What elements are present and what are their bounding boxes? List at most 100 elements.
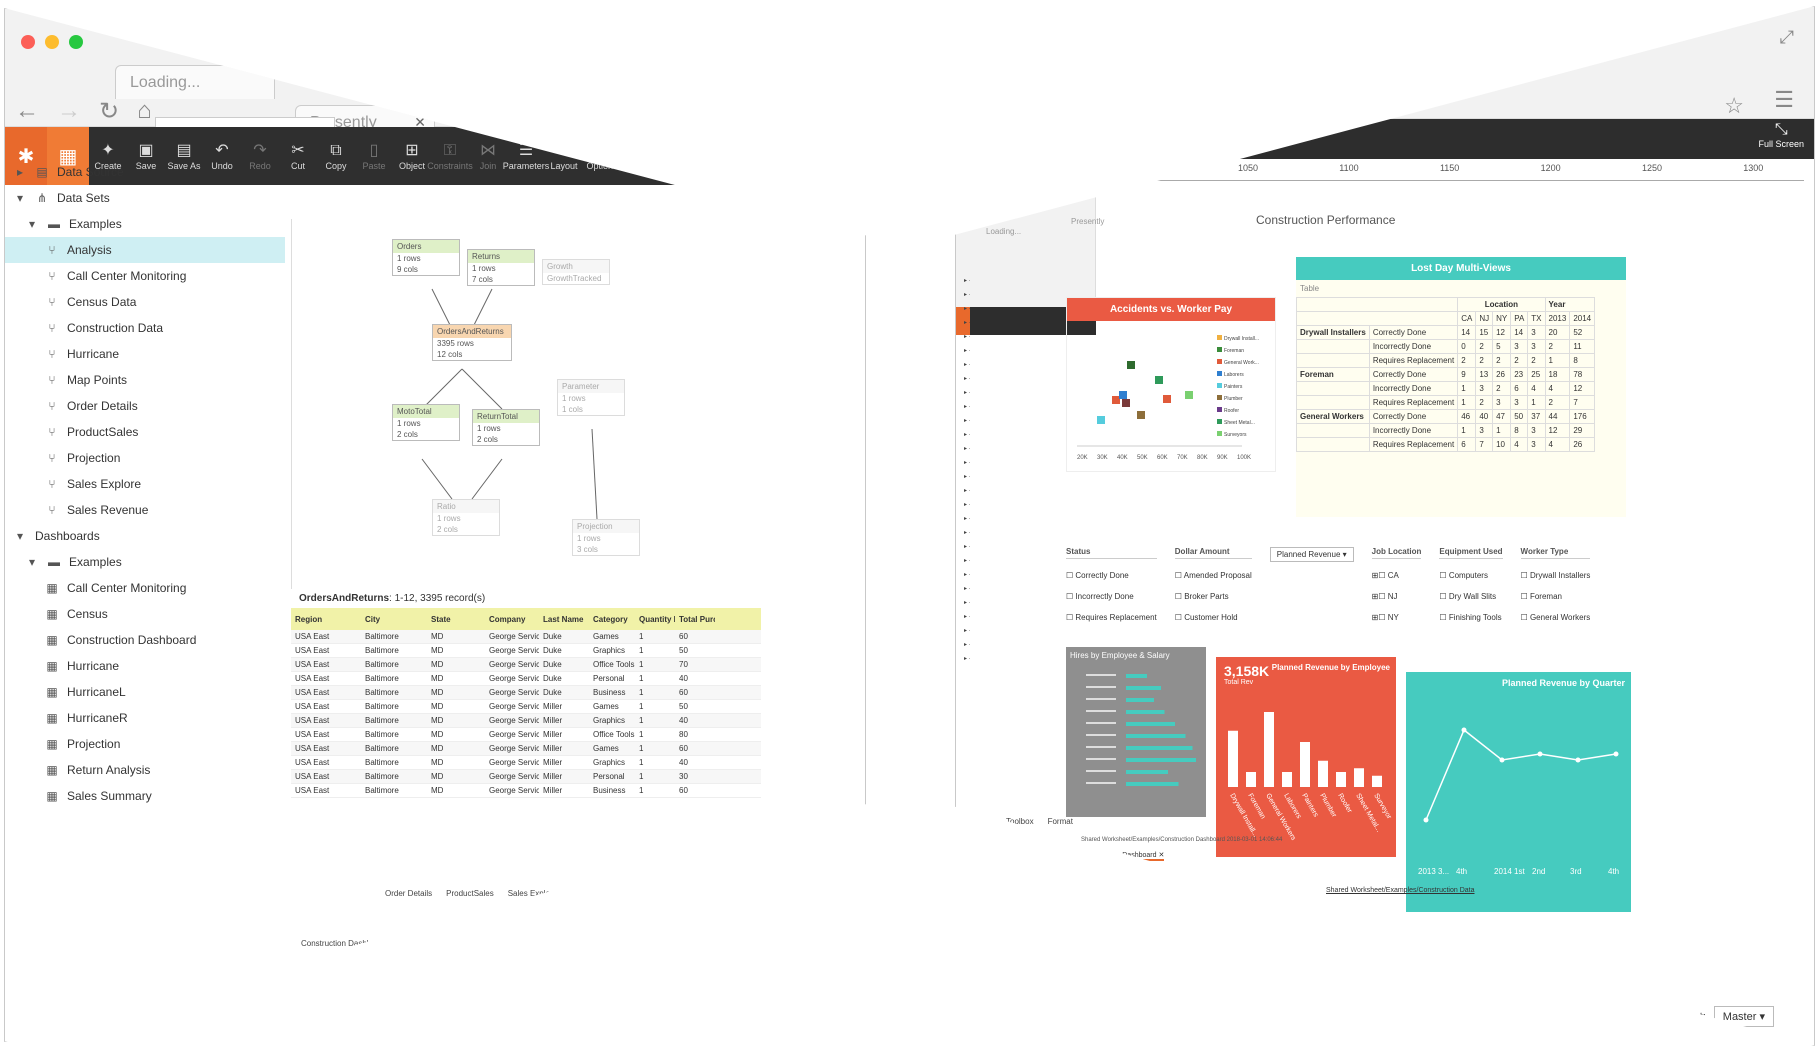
save-button[interactable]: ▣ Save — [127, 141, 165, 171]
tree-item-construction-data[interactable]: ⑂ Construction Data — [5, 315, 285, 341]
table-row[interactable]: USA East Baltimore MD George Services Miller… — [291, 728, 761, 742]
forward-arrow-icon[interactable]: → — [57, 97, 81, 124]
expand-icon[interactable]: ⤢ — [1779, 27, 1794, 47]
nested-tree-row[interactable]: ▸ · — [964, 558, 971, 564]
dollar-option[interactable]: ☐ Customer Hold — [1174, 613, 1238, 622]
table-row[interactable]: USA East Baltimore MD George Services Miller… — [291, 742, 761, 756]
nested-tree-row[interactable]: ▸ · — [964, 460, 971, 466]
grid-column-header[interactable]: Region — [295, 614, 323, 624]
nested-tree-row[interactable]: ▸ · — [964, 404, 971, 410]
status-option[interactable]: ☐ Correctly Done — [1066, 571, 1129, 580]
tree-item-sales-revenue[interactable]: ⑂ Sales Revenue — [5, 497, 285, 523]
worksheet-tab[interactable]: ProductSales — [446, 889, 494, 898]
block-mototal[interactable]: MotoTotal 1 rows 2 cols — [392, 404, 460, 441]
grid-column-header[interactable]: Last Name — [543, 614, 584, 624]
constraints-button[interactable]: ⚿ Constraints — [427, 141, 473, 171]
block-ratio[interactable]: Ratio 1 rows 2 cols — [432, 499, 500, 536]
nested-tab-loading[interactable]: Loading... — [986, 227, 1022, 236]
location-option[interactable]: ⊞☐ NJ — [1371, 592, 1398, 601]
nested-tree-row[interactable]: ▸ · — [964, 572, 971, 578]
close-tab-icon[interactable]: ✕ — [414, 114, 426, 130]
block-orders-and-returns[interactable]: OrdersAndReturns 3395 rows 12 cols — [432, 324, 512, 361]
worker-option[interactable]: ☐ Drywall Installers — [1520, 571, 1591, 580]
tree-dashboard-return-analysis[interactable]: ▦ Return Analysis — [5, 757, 285, 783]
nested-tree-row[interactable]: ▸ · — [964, 278, 971, 284]
nested-tree-row[interactable]: ▸ · — [964, 502, 971, 508]
table-row[interactable]: USA East Baltimore MD George Services Miller… — [291, 700, 761, 714]
nested-tree-row[interactable]: ▸ · — [964, 306, 971, 312]
block-returns[interactable]: Returns 1 rows 7 cols — [467, 249, 535, 286]
grid-column-header[interactable]: Quantity Purchased — [639, 614, 675, 624]
nested-tree-row[interactable]: ▸ · — [964, 642, 971, 648]
maximize-window-icon[interactable] — [69, 35, 83, 49]
collapse-arrow-icon[interactable]: ▾ — [16, 191, 24, 205]
layout-select[interactable]: Master ▾ — [1713, 1006, 1774, 1027]
save-as-button[interactable]: ▤ Save As — [165, 141, 203, 171]
table-row[interactable]: USA East Baltimore MD George Services Duke Ga… — [291, 630, 761, 644]
tree-item-analysis[interactable]: ⑂ Analysis — [5, 237, 285, 263]
nested-tree-row[interactable]: ▸ · — [964, 600, 971, 606]
hires-by-employee-card[interactable]: Hires by Employee & Salary — [1066, 647, 1206, 817]
tree-item-projection[interactable]: ⑂ Projection — [5, 445, 285, 471]
grid-column-header[interactable]: Category — [593, 614, 628, 624]
worksheet-tab[interactable]: Sales Revenue — [571, 889, 626, 898]
tree-item-order-details[interactable]: ⑂ Order Details — [5, 393, 285, 419]
tree-item-productsales[interactable]: ⑂ ProductSales — [5, 419, 285, 445]
equipment-option[interactable]: ☐ Dry Wall Slits — [1439, 592, 1497, 601]
nested-tree-row[interactable]: ▸ · — [964, 390, 971, 396]
worksheet-tab[interactable]: Construction Dashboard — [301, 939, 388, 948]
nested-tree-row[interactable]: ▸ · — [964, 530, 971, 536]
nested-tree-row[interactable]: ▸ · — [964, 432, 971, 438]
layout-button[interactable]: ◁ Layout — [545, 141, 583, 171]
block-return-total[interactable]: ReturnTotal 1 rows 2 cols — [472, 409, 540, 446]
accidents-vs-worker-pay-card[interactable]: Accidents vs. Worker Pay 20K 30K 40K 50K 60K… — [1066, 297, 1276, 472]
worksheet-tab[interactable]: Order Details — [385, 889, 433, 898]
table-row[interactable]: USA East Baltimore MD George Services Duke Of… — [291, 658, 761, 672]
tree-dashboard-sales-summary[interactable]: ▦ Sales Summary — [5, 783, 285, 809]
cut-button[interactable]: ✂ Cut — [279, 141, 317, 171]
tree-item-call-center[interactable]: ⑂ Call Center Monitoring — [5, 263, 285, 289]
browser-tab-loading[interactable]: Loading... — [115, 65, 275, 99]
worksheet-tab[interactable]: Toolbox — [1006, 817, 1034, 826]
star-icon[interactable]: ☆ — [1724, 93, 1744, 118]
location-option[interactable]: ⊞☐ NY — [1371, 613, 1399, 622]
tree-dashboards[interactable]: ▾ Dashboards — [5, 523, 285, 549]
planned-revenue-by-employee-card[interactable]: 3,158K Total Rev Planned Revenue by Empl… — [1216, 657, 1396, 857]
block-growth[interactable]: Growth GrowthTracked — [542, 259, 610, 285]
parameters-button[interactable]: ☰ Parameters — [503, 141, 550, 171]
close-window-icon[interactable] — [21, 35, 35, 49]
app-logo-icon[interactable]: ✱ — [5, 127, 47, 185]
nested-tree-row[interactable]: ▸ · — [964, 362, 971, 368]
table-row[interactable]: USA East Baltimore MD George Services Duke Pe… — [291, 672, 761, 686]
nested-tree-row[interactable]: ▸ · — [964, 446, 971, 452]
dollar-option[interactable]: ☐ Amended Proposal — [1174, 571, 1252, 580]
table-row[interactable]: USA East Baltimore MD George Services Duke Gr… — [291, 644, 761, 658]
planned-revenue-by-quarter-card[interactable]: Planned Revenue by Quarter 2013 3... 4th 2… — [1406, 672, 1631, 912]
table-row[interactable]: USA East Baltimore MD George Services Miller… — [291, 784, 761, 798]
nested-tree-row[interactable]: ▸ · — [964, 516, 971, 522]
table-row[interactable]: USA East Baltimore MD George Services Miller… — [291, 756, 761, 770]
nested-tree-row[interactable]: ▸ · — [964, 334, 971, 340]
paste-button[interactable]: ▯ Paste — [355, 141, 393, 171]
tree-examples-folder[interactable]: ▾ ▬ Examples — [5, 211, 285, 237]
tree-dashboard-construction[interactable]: ▦ Construction Dashboard — [5, 627, 285, 653]
table-row[interactable]: USA East Baltimore MD George Services Miller… — [291, 714, 761, 728]
tree-item-map-points[interactable]: ⑂ Map Points — [5, 367, 285, 393]
grid-column-header[interactable]: Total Purchases — [679, 614, 715, 624]
tree-item-hurricane[interactable]: ⑂ Hurricane — [5, 341, 285, 367]
tree-dashboard-hurricane[interactable]: ▦ Hurricane — [5, 653, 285, 679]
worksheet-tab[interactable]: Census Data — [639, 889, 686, 898]
back-arrow-icon[interactable]: ← — [15, 97, 39, 124]
tree-data-source[interactable]: ▸ ▤ Data Source — [5, 159, 285, 185]
nested-tree-row[interactable]: ▸ · — [964, 320, 971, 326]
tree-dashboard-call-center[interactable]: ▦ Call Center Monitoring — [5, 575, 285, 601]
grid-column-header[interactable]: City — [365, 614, 381, 624]
nested-tree-row[interactable]: ▸ · — [964, 488, 971, 494]
options-button[interactable]: ⚙ Options — [583, 141, 621, 171]
minimize-window-icon[interactable] — [45, 35, 59, 49]
data-block-canvas[interactable]: Orders 1 rows 9 cols Returns 1 rows 7 co… — [291, 219, 761, 589]
dollar-option[interactable]: ☐ Broker Parts — [1174, 592, 1229, 601]
tree-dashboard-hurricaner[interactable]: ▦ HurricaneR — [5, 705, 285, 731]
grid-column-header[interactable]: State — [431, 614, 451, 624]
create-button[interactable]: ✦ Create — [89, 141, 127, 171]
